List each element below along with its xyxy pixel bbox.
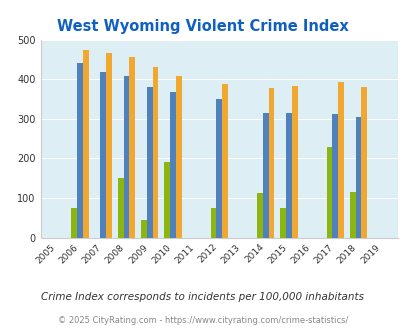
Text: West Wyoming Violent Crime Index: West Wyoming Violent Crime Index (57, 19, 348, 34)
Bar (355, 117, 360, 238)
Bar (337, 82, 343, 238)
Bar (117, 178, 123, 238)
Bar (152, 67, 158, 238)
Bar (349, 192, 355, 238)
Bar (222, 84, 227, 238)
Bar (360, 87, 366, 238)
Bar (285, 113, 291, 238)
Bar (332, 115, 337, 238)
Bar (129, 57, 135, 238)
Bar (146, 87, 152, 238)
Bar (210, 208, 216, 238)
Bar (291, 86, 297, 238)
Bar (77, 63, 83, 238)
Bar (175, 77, 181, 238)
Text: © 2025 CityRating.com - https://www.cityrating.com/crime-statistics/: © 2025 CityRating.com - https://www.city… (58, 315, 347, 325)
Bar (71, 208, 77, 238)
Bar (123, 76, 129, 238)
Bar (268, 88, 274, 238)
Bar (164, 162, 170, 238)
Text: Crime Index corresponds to incidents per 100,000 inhabitants: Crime Index corresponds to incidents per… (41, 292, 364, 302)
Bar (170, 92, 175, 238)
Bar (326, 147, 332, 238)
Bar (141, 220, 146, 238)
Bar (83, 50, 89, 238)
Bar (106, 53, 112, 238)
Bar (100, 72, 106, 238)
Bar (262, 113, 268, 238)
Bar (216, 99, 222, 238)
Bar (256, 193, 262, 238)
Bar (279, 208, 285, 238)
